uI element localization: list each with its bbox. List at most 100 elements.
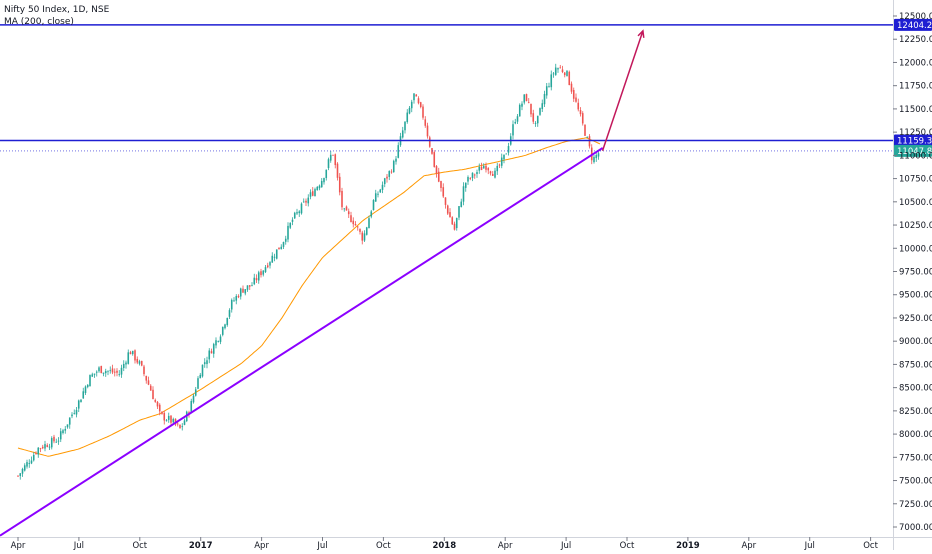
- candle-body: [469, 178, 472, 179]
- candle-body: [334, 154, 337, 166]
- candle-body: [410, 101, 413, 109]
- y-tick-label: 10250.00: [899, 221, 932, 231]
- candle-body: [593, 156, 595, 163]
- candle-body: [482, 166, 485, 169]
- candle-body: [273, 256, 276, 258]
- candle-body: [30, 460, 33, 464]
- resistance-mid-price-tag: [894, 134, 932, 147]
- candle-body: [116, 370, 118, 373]
- candle-body: [370, 211, 373, 217]
- candle-body: [395, 158, 397, 162]
- candle-body: [397, 145, 400, 158]
- resistance-top-price-label: 12404.26: [897, 21, 932, 31]
- candle-body: [525, 94, 528, 102]
- candle-body: [541, 103, 544, 110]
- candle-body: [577, 102, 580, 110]
- candle-body: [521, 103, 523, 107]
- candle-body: [417, 98, 420, 104]
- candle-body: [100, 366, 103, 374]
- candle-body: [98, 367, 100, 372]
- candle-body: [435, 166, 438, 174]
- candle-body: [190, 401, 193, 414]
- legend-ma: MA (200, close): [4, 17, 74, 27]
- candle-body: [291, 219, 294, 222]
- moving-average-layer: [17, 137, 601, 457]
- candle-body: [489, 171, 492, 174]
- x-tick-label: Jul: [804, 541, 815, 550]
- candle-body: [478, 166, 481, 171]
- y-tick-label: 9750.00: [899, 268, 932, 278]
- candle-body: [32, 454, 35, 461]
- y-tick-label: 8500.00: [899, 384, 932, 394]
- candle-body: [194, 389, 197, 396]
- y-tick-label: 10750.00: [899, 175, 932, 185]
- candle-body: [113, 371, 116, 373]
- candle-body: [143, 366, 145, 375]
- candles-layer: [17, 63, 600, 480]
- candle-body: [226, 317, 229, 326]
- candle-body: [530, 103, 532, 115]
- candle-body: [48, 446, 51, 448]
- candle-body: [102, 372, 105, 374]
- candle-body: [512, 124, 514, 136]
- candle-body: [365, 227, 368, 235]
- candle-body: [147, 380, 150, 385]
- candle-body: [244, 289, 247, 294]
- candle-body: [183, 420, 186, 425]
- candle-body: [95, 371, 98, 373]
- ma-200-line: [17, 137, 601, 457]
- x-tick-label: Jul: [73, 541, 84, 550]
- candle-body: [50, 438, 53, 448]
- x-tick-label: Jul: [560, 541, 571, 550]
- candle-body: [350, 215, 352, 222]
- candle-body: [462, 186, 465, 202]
- candle-body: [503, 154, 505, 160]
- candle-body: [444, 197, 447, 205]
- candle-body: [505, 153, 508, 155]
- candle-body: [199, 374, 202, 379]
- candle-body: [181, 426, 184, 428]
- candle-body: [167, 415, 170, 420]
- candle-body: [332, 154, 334, 156]
- candle-body: [318, 185, 321, 189]
- candle-body: [136, 358, 139, 363]
- last-price-tag: [894, 144, 932, 157]
- candle-body: [154, 399, 157, 402]
- candle-body: [35, 453, 37, 454]
- candle-body: [161, 411, 163, 414]
- candle-body: [392, 160, 395, 173]
- y-tick-label: 12250.00: [899, 35, 932, 45]
- candle-body: [149, 385, 152, 391]
- candle-body: [215, 340, 217, 346]
- x-tick-label: 2018: [432, 541, 456, 550]
- candle-body: [251, 285, 253, 287]
- candle-body: [572, 90, 575, 99]
- y-tick-label: 11750.00: [899, 82, 932, 92]
- candle-body: [343, 208, 346, 210]
- y-tick-label: 8000.00: [899, 430, 932, 440]
- candle-body: [518, 104, 521, 117]
- candle-body: [275, 249, 278, 259]
- candle-body: [507, 146, 510, 153]
- candle-body: [255, 278, 258, 281]
- candle-body: [282, 242, 285, 247]
- candle-body: [442, 187, 445, 197]
- candle-body: [235, 296, 238, 301]
- uptrend-line: [0, 147, 604, 537]
- candle-body: [131, 350, 134, 355]
- candle-body: [597, 153, 600, 157]
- candle-body: [563, 72, 566, 76]
- candle-body: [532, 113, 535, 122]
- candle-body: [534, 123, 537, 124]
- candle-body: [158, 404, 161, 412]
- candle-body: [352, 220, 355, 225]
- candle-body: [345, 206, 348, 211]
- candle-body: [579, 110, 582, 115]
- candle-body: [302, 201, 305, 203]
- candle-body: [552, 73, 555, 75]
- candle-body: [314, 189, 316, 197]
- candle-body: [192, 395, 195, 403]
